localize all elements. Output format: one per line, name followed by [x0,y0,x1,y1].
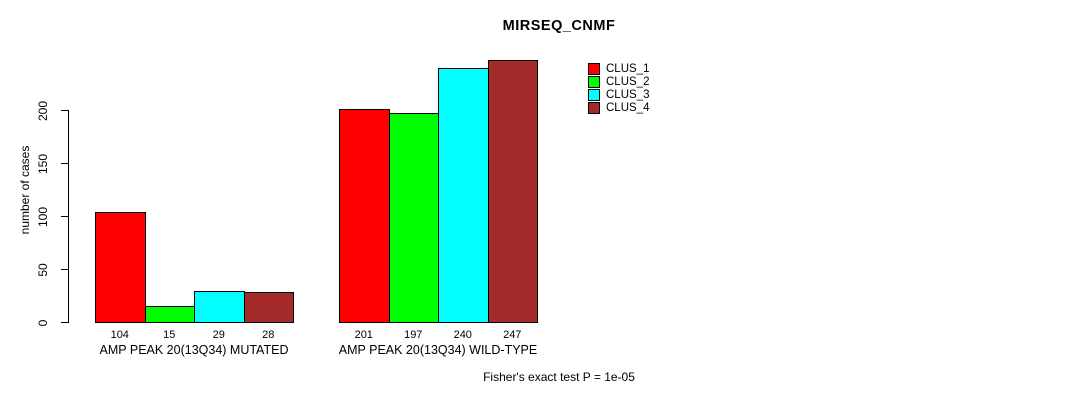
legend-swatch-icon [588,62,600,75]
legend-item-clus_4: CLUS_4 [588,101,649,114]
bar-value-label: 15 [163,329,176,341]
y-axis-tick-label: 100 [36,206,50,227]
legend: CLUS_1 CLUS_2 CLUS_3 CLUS_4 [588,62,649,114]
legend-label: CLUS_3 [606,88,650,101]
bar-value-label: 201 [354,329,373,341]
bar-value-label: 104 [110,329,129,341]
y-axis-tick [61,110,68,111]
legend-item-clus_3: CLUS_3 [588,88,649,101]
legend-swatch-icon [588,101,600,114]
legend-label: CLUS_4 [606,101,650,114]
annotation-fisher-test: Fisher's exact test P = 1e-05 [483,370,635,384]
legend-swatch-icon [588,88,600,101]
legend-label: CLUS_1 [606,62,650,75]
bar-value-label: 197 [404,329,423,341]
x-axis-group-label: AMP PEAK 20(13Q34) WILD-TYPE [338,343,538,357]
bar-clus_4-group2 [487,60,538,323]
bar-clus_2-group2 [388,113,439,323]
x-axis-group-label: AMP PEAK 20(13Q34) MUTATED [99,343,289,357]
legend-swatch-icon [588,75,600,88]
legend-item-clus_2: CLUS_2 [588,75,649,88]
bar-clus_3-group2 [438,67,489,323]
bar-clus_3-group1 [194,291,245,323]
bar-value-label: 29 [212,329,225,341]
y-axis-tick [61,322,68,323]
bar-value-label: 247 [503,329,522,341]
bar-clus_4-group1 [243,292,294,323]
y-axis-line [68,110,69,323]
chart-title: MIRSEQ_CNMF [502,18,616,34]
bar-clus_2-group1 [144,306,195,323]
y-axis-tick-label: 150 [36,153,50,174]
y-axis-tick-label: 50 [36,262,50,277]
legend-item-clus_1: CLUS_1 [588,62,649,75]
bar-clus_1-group1 [95,211,146,323]
legend-label: CLUS_2 [606,75,650,88]
bar-value-label: 28 [262,329,275,341]
bar-value-label: 240 [453,329,472,341]
y-axis-label: number of cases [18,145,32,235]
bar-clus_1-group2 [339,108,390,323]
y-axis-tick-label: 200 [36,100,50,121]
y-axis-tick [61,216,68,217]
y-axis-tick-label: 0 [36,319,50,326]
y-axis-tick [61,163,68,164]
y-axis-tick [61,269,68,270]
